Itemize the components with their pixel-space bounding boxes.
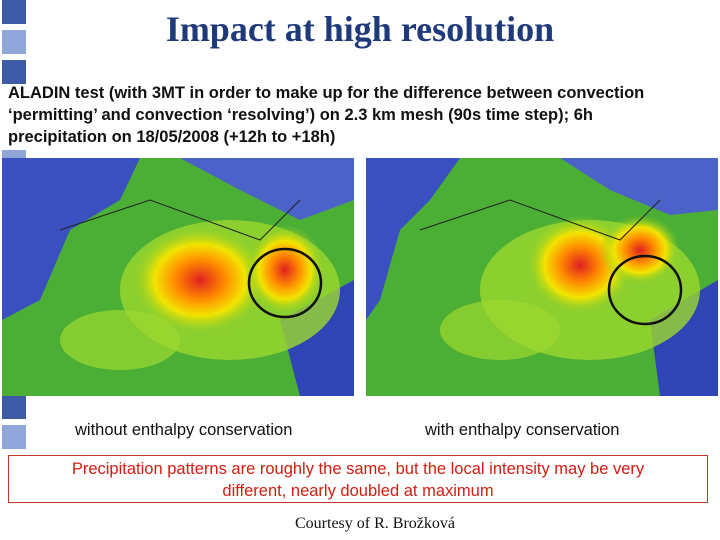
body-text: ALADIN test (with 3MT in order to make u…	[8, 82, 713, 148]
map-left	[2, 158, 354, 396]
body-line: ‘permitting’ and convection ‘resolving’)…	[8, 106, 593, 124]
square-strip	[2, 0, 26, 449]
note-line: different, nearly doubled at maximum	[222, 482, 494, 500]
note-line: Precipitation patterns are roughly the s…	[71, 460, 645, 478]
credit: Courtesy of R. Brožková	[295, 515, 455, 532]
body-line: ALADIN test (with 3MT in order to make u…	[8, 84, 645, 102]
title: Impact at high resolution	[165, 9, 555, 49]
caption: with enthalpy conservation	[425, 421, 620, 439]
map-right	[366, 158, 718, 396]
caption: without enthalpy conservation	[75, 421, 293, 439]
note-box: Precipitation patterns are roughly the s…	[8, 455, 708, 503]
body-line: precipitation on 18/05/2008 (+12h to +18…	[8, 128, 336, 146]
